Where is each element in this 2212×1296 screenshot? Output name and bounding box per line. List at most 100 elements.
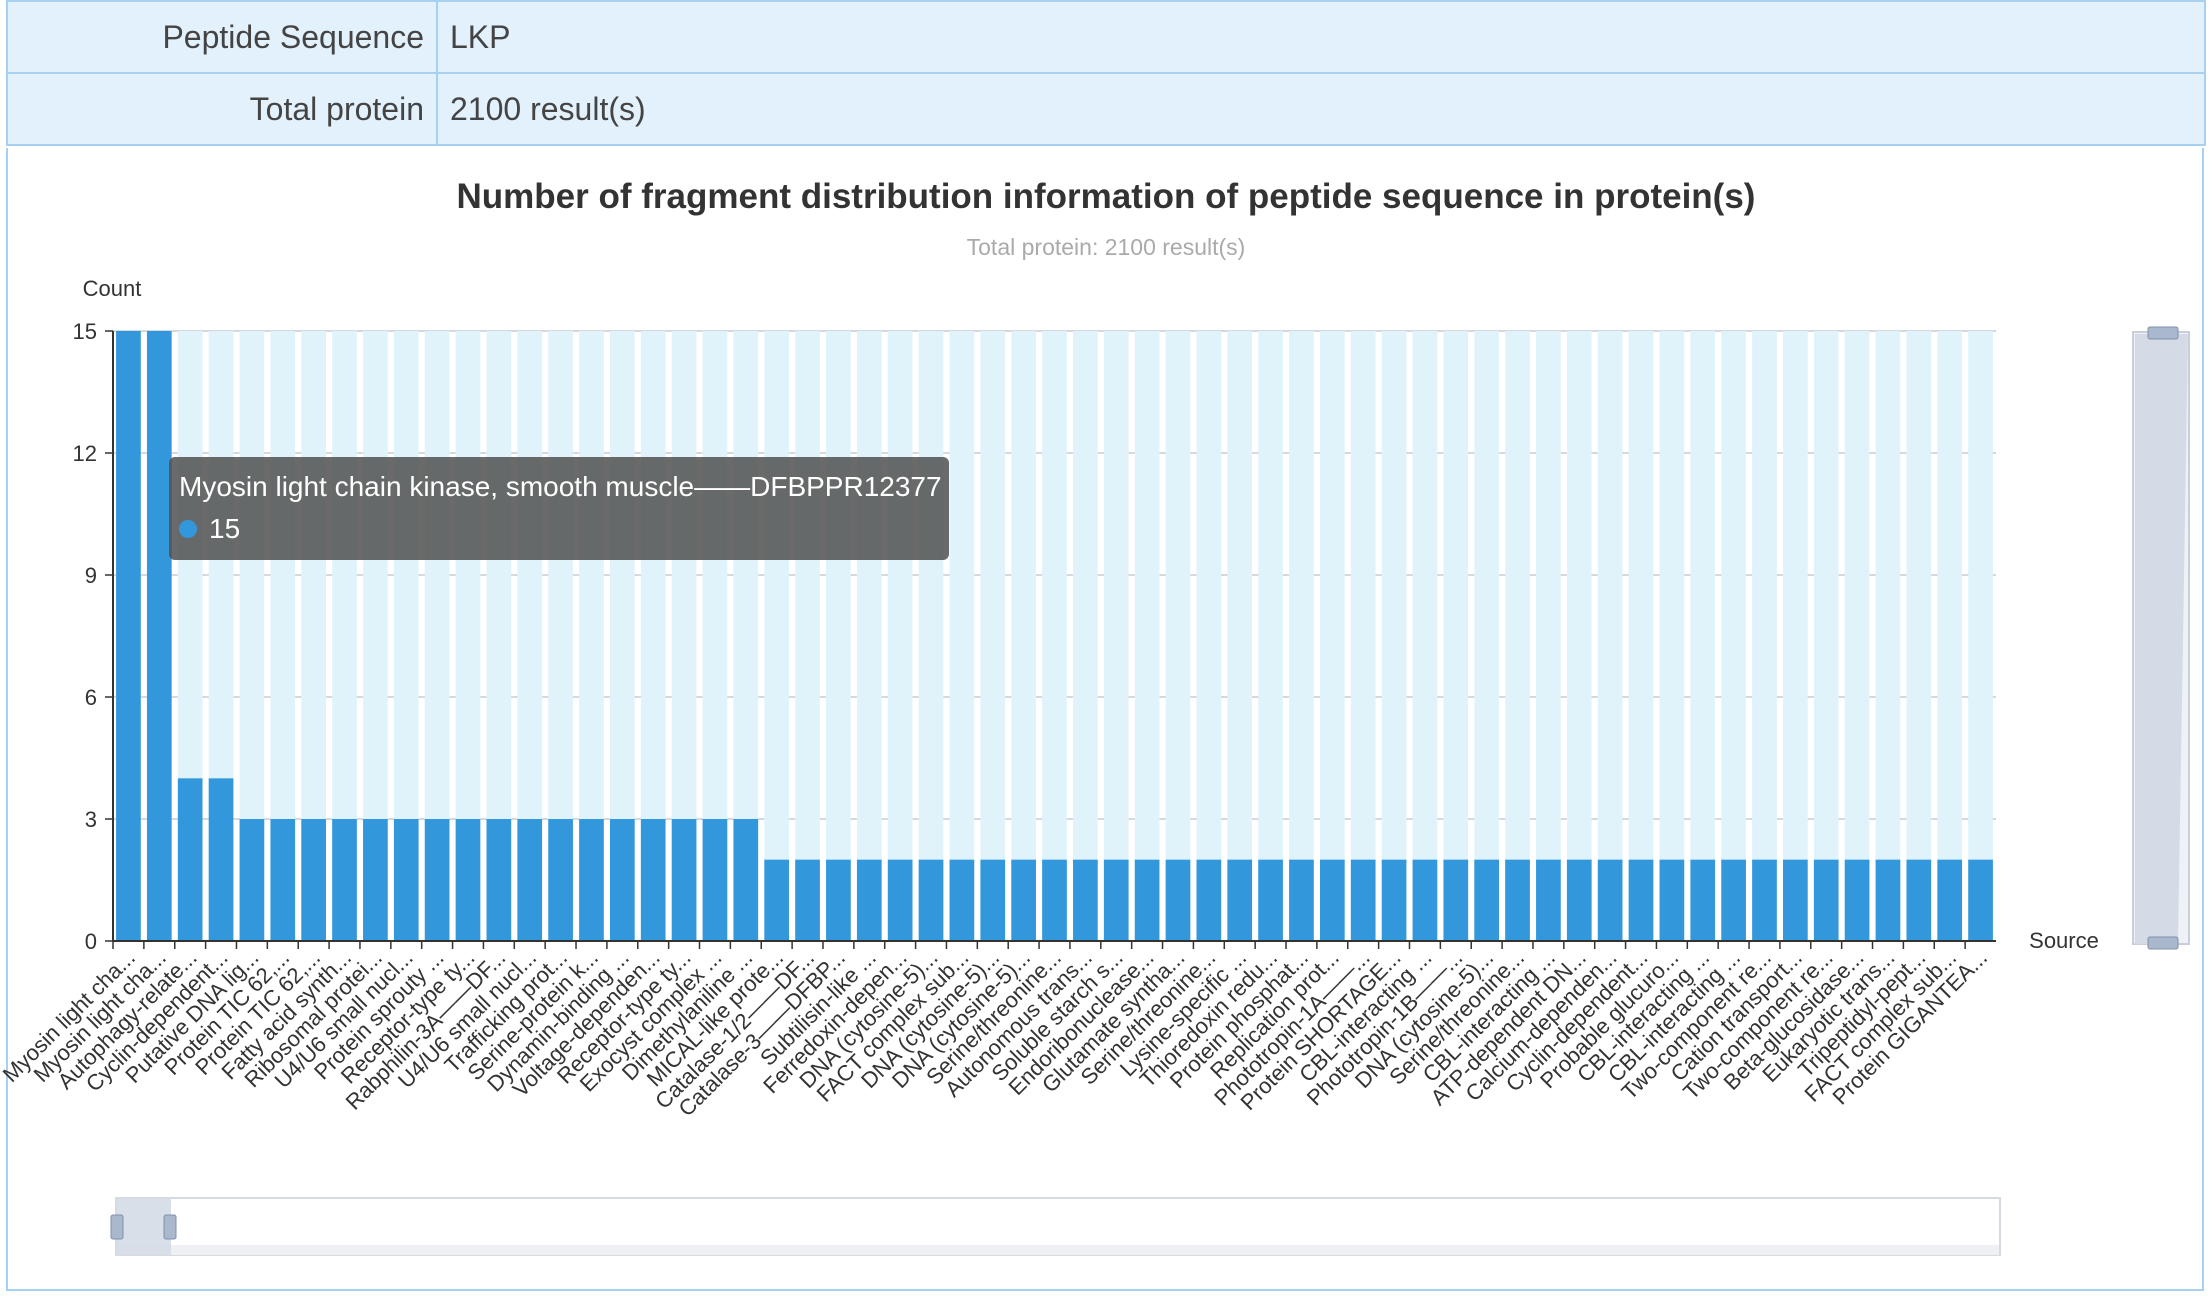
bar-shadow: [1844, 331, 1870, 941]
horizontal-zoom-window[interactable]: [117, 1199, 171, 1255]
bar[interactable]: [702, 819, 728, 941]
bar[interactable]: [1536, 859, 1561, 941]
y-tick-label: 3: [85, 807, 97, 832]
bar[interactable]: [1381, 859, 1407, 941]
bar[interactable]: [301, 819, 326, 941]
bar[interactable]: [1474, 859, 1500, 941]
bar-shadow: [1906, 331, 1932, 941]
peptide-sequence-label: Peptide Sequence: [6, 0, 438, 74]
bar[interactable]: [1628, 859, 1654, 941]
bar[interactable]: [363, 819, 388, 941]
bar[interactable]: [1443, 859, 1469, 941]
bar[interactable]: [640, 819, 666, 941]
chart-tooltip: Myosin light chain kinase, smooth muscle…: [169, 457, 949, 560]
horizontal-zoom-handle-left[interactable]: [110, 1214, 124, 1240]
bar[interactable]: [1042, 859, 1067, 941]
horizontal-zoom-handle-right[interactable]: [163, 1214, 177, 1240]
bar[interactable]: [980, 859, 1006, 941]
bar[interactable]: [795, 859, 820, 941]
bar[interactable]: [1350, 859, 1376, 941]
peptide-sequence-value: LKP: [436, 0, 2206, 74]
bar[interactable]: [1412, 859, 1438, 941]
bar-shadow: [1783, 331, 1808, 941]
bar[interactable]: [332, 819, 357, 941]
bar[interactable]: [1103, 859, 1129, 941]
bar-shadow: [1474, 331, 1500, 941]
bar[interactable]: [1196, 859, 1222, 941]
bar-shadow: [826, 331, 851, 941]
bar[interactable]: [1813, 859, 1839, 941]
bar-shadow: [1813, 331, 1839, 941]
vertical-zoom-slider[interactable]: [2132, 326, 2190, 950]
bar[interactable]: [1721, 859, 1746, 941]
bar[interactable]: [764, 859, 790, 941]
bar[interactable]: [1937, 859, 1963, 941]
bar[interactable]: [424, 819, 450, 941]
bar[interactable]: [1566, 859, 1592, 941]
bar-shadow: [1103, 331, 1129, 941]
bar-shadow: [1968, 331, 1993, 941]
bar-shadow: [1628, 331, 1654, 941]
bar[interactable]: [1690, 859, 1716, 941]
bar-shadow: [918, 331, 944, 941]
bar[interactable]: [1011, 859, 1036, 941]
info-table: Peptide Sequence LKP Total protein 2100 …: [6, 0, 2206, 146]
bar[interactable]: [1597, 859, 1623, 941]
bar[interactable]: [486, 819, 512, 941]
bar-shadow: [980, 331, 1006, 941]
bar[interactable]: [1073, 859, 1098, 941]
bar[interactable]: [1165, 859, 1191, 941]
bar[interactable]: [455, 819, 481, 941]
vertical-zoom-handle-top[interactable]: [2147, 326, 2179, 340]
info-row-total: Total protein 2100 result(s): [6, 72, 2206, 146]
bar[interactable]: [826, 859, 851, 941]
bar[interactable]: [1319, 859, 1345, 941]
bar[interactable]: [517, 819, 543, 941]
bar-shadow: [1536, 331, 1561, 941]
y-tick-label: 9: [85, 563, 97, 588]
bar[interactable]: [856, 859, 882, 941]
bar-shadow: [1319, 331, 1345, 941]
tooltip-series-dot: [179, 520, 197, 538]
horizontal-zoom-preview: [117, 1245, 1999, 1255]
bar[interactable]: [393, 819, 419, 941]
bar[interactable]: [579, 819, 604, 941]
bar[interactable]: [239, 819, 265, 941]
bar[interactable]: [1659, 859, 1685, 941]
bar[interactable]: [548, 819, 573, 941]
tooltip-value-row: 15: [179, 513, 939, 545]
bar-shadow: [1011, 331, 1036, 941]
bar-shadow: [1227, 331, 1253, 941]
bar[interactable]: [146, 331, 172, 941]
bar[interactable]: [270, 819, 296, 941]
bar[interactable]: [671, 819, 697, 941]
bar[interactable]: [1227, 859, 1253, 941]
bar[interactable]: [1258, 859, 1283, 941]
bar[interactable]: [887, 859, 913, 941]
bar-shadow: [1042, 331, 1067, 941]
bar[interactable]: [609, 819, 635, 941]
bar[interactable]: [918, 859, 944, 941]
bar[interactable]: [1906, 859, 1932, 941]
bar[interactable]: [1505, 859, 1530, 941]
vertical-zoom-handle-bottom[interactable]: [2147, 936, 2179, 950]
bar[interactable]: [1289, 859, 1314, 941]
bar[interactable]: [1134, 859, 1160, 941]
bar[interactable]: [949, 859, 975, 941]
bar[interactable]: [733, 819, 759, 941]
bar[interactable]: [177, 778, 203, 941]
bar-shadow: [1381, 331, 1407, 941]
bar[interactable]: [116, 331, 141, 941]
bar-shadow: [1073, 331, 1098, 941]
tooltip-title: Myosin light chain kinase, smooth muscle…: [179, 471, 942, 502]
bar-shadow: [795, 331, 820, 941]
bar[interactable]: [1844, 859, 1870, 941]
bar[interactable]: [1875, 859, 1901, 941]
bar[interactable]: [1783, 859, 1808, 941]
bar[interactable]: [208, 778, 234, 941]
bar[interactable]: [1752, 859, 1777, 941]
bar[interactable]: [1968, 859, 1993, 941]
horizontal-zoom-slider[interactable]: [110, 1197, 2001, 1256]
bar-shadow: [887, 331, 913, 941]
